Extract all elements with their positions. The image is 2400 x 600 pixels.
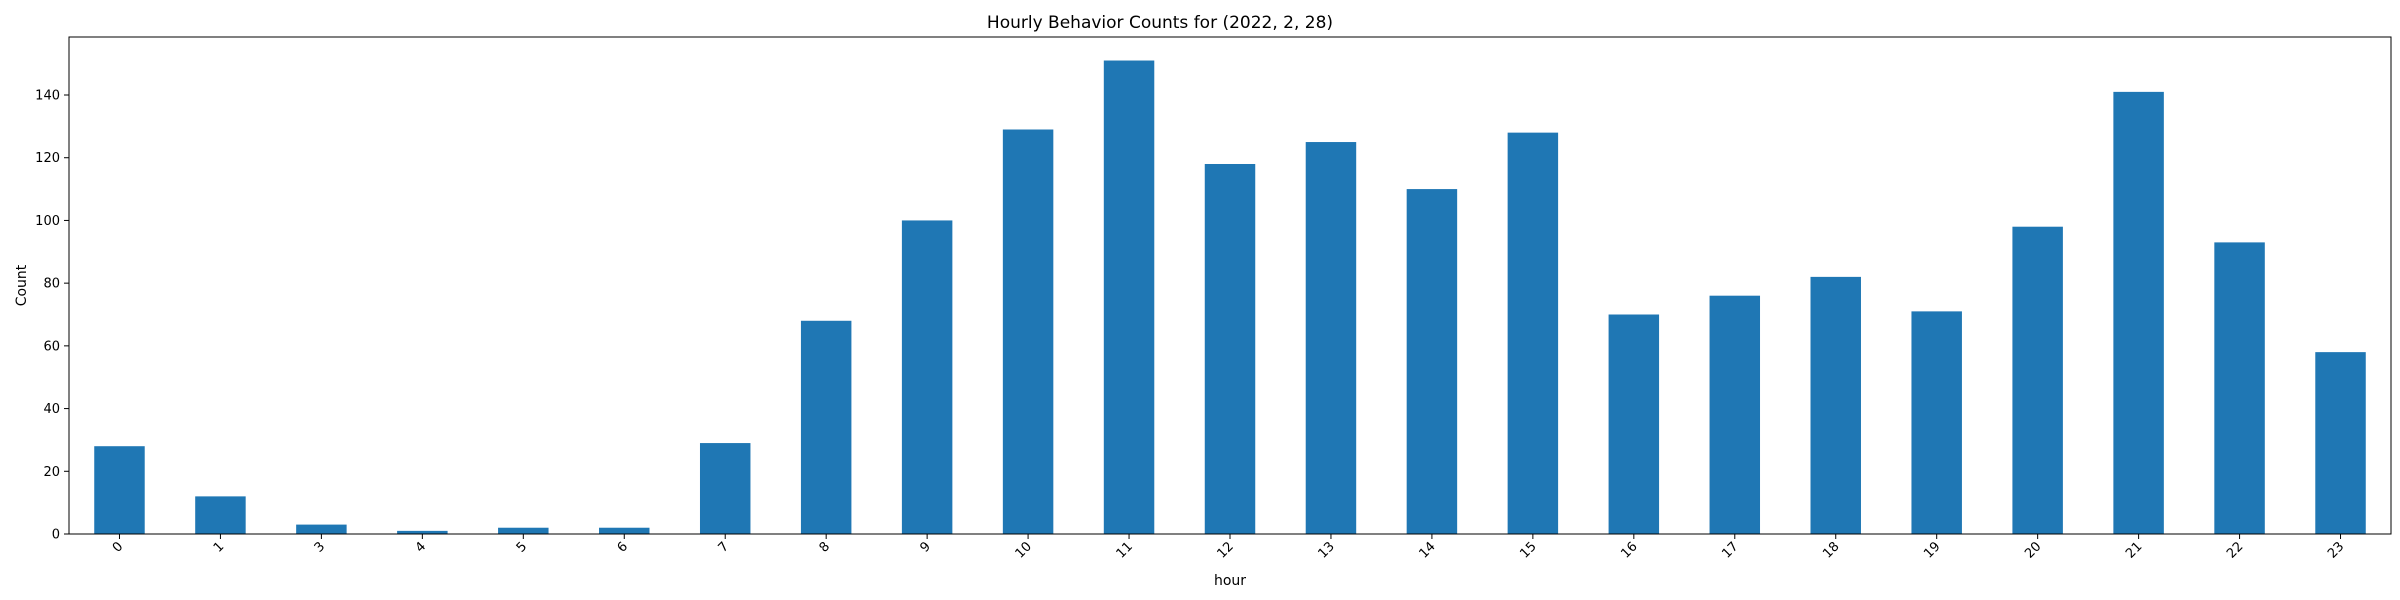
bar-hour-7 — [699, 443, 751, 534]
bar-hour-6 — [599, 527, 650, 534]
y-tick-label: 0 — [52, 528, 60, 543]
x-tick-label: 15 — [1517, 539, 1539, 561]
y-tick-label: 100 — [35, 214, 60, 229]
x-tick-label: 10 — [1013, 539, 1035, 561]
y-axis-label: Count — [14, 264, 30, 306]
bar-hour-23 — [2315, 352, 2366, 534]
x-tick-label: 19 — [1921, 539, 1943, 561]
x-tick-label: 9 — [917, 539, 933, 555]
x-tick-label: 17 — [1719, 539, 1741, 561]
bar-hour-17 — [1709, 295, 1761, 534]
bar-hour-22 — [2214, 242, 2265, 534]
bar-hour-3 — [296, 524, 347, 534]
x-tick-label: 1 — [211, 539, 227, 555]
bar-hour-13 — [1305, 142, 1357, 534]
bar-hour-1 — [195, 496, 246, 534]
x-tick-label: 18 — [1820, 539, 1842, 561]
y-tick-label: 120 — [35, 151, 60, 166]
bar-series — [94, 60, 2366, 535]
x-tick-label: 11 — [1114, 539, 1136, 561]
bar-hour-10 — [1002, 129, 1054, 534]
bar-hour-15 — [1507, 132, 1559, 535]
x-tick-label: 6 — [615, 539, 631, 555]
x-axis: 0 1 3 4 5 6 7 8 9 10 11 12 13 14 15 16 17 18 19 20 21 22 23 — [110, 534, 2347, 562]
x-tick-label: 13 — [1315, 539, 1337, 561]
x-tick-label: 4 — [413, 539, 429, 555]
plot-frame — [68, 36, 2392, 535]
x-tick-label: 3 — [312, 539, 328, 555]
bar-hour-18 — [1810, 276, 1861, 534]
bar-hour-20 — [2012, 226, 2063, 535]
y-tick-label: 60 — [43, 339, 60, 354]
y-tick-label: 80 — [43, 277, 60, 292]
bar-hour-19 — [1911, 311, 1962, 534]
x-tick-label: 21 — [2123, 539, 2145, 561]
bar-hour-9 — [901, 220, 953, 534]
y-tick-label: 40 — [43, 402, 60, 417]
y-tick-label: 140 — [35, 89, 60, 104]
x-tick-label: 14 — [1416, 539, 1438, 561]
bar-hour-5 — [498, 527, 549, 534]
bar-hour-0 — [94, 446, 145, 534]
x-tick-label: 7 — [716, 539, 732, 555]
bar-hour-12 — [1204, 163, 1256, 534]
x-tick-label: 23 — [2325, 539, 2347, 561]
bar-hour-11 — [1103, 60, 1155, 535]
y-tick-label: 20 — [43, 465, 60, 480]
bar-hour-8 — [800, 320, 852, 534]
bar-hour-16 — [1608, 314, 1660, 534]
bar-hour-4 — [397, 530, 448, 534]
chart-title: Hourly Behavior Counts for (2022, 2, 28) — [987, 13, 1333, 33]
x-tick-label: 20 — [2022, 539, 2044, 561]
x-tick-label: 22 — [2224, 539, 2246, 561]
x-tick-label: 8 — [817, 539, 833, 555]
x-tick-label: 5 — [514, 539, 530, 555]
x-tick-label: 0 — [110, 539, 126, 555]
x-axis-label: hour — [1214, 573, 1246, 589]
y-axis: 0 20 40 60 80 100 120 140 — [35, 89, 69, 543]
bar-hour-21 — [2113, 91, 2164, 535]
x-tick-label: 12 — [1215, 539, 1237, 561]
x-tick-label: 16 — [1618, 539, 1640, 561]
bar-hour-14 — [1406, 189, 1458, 534]
